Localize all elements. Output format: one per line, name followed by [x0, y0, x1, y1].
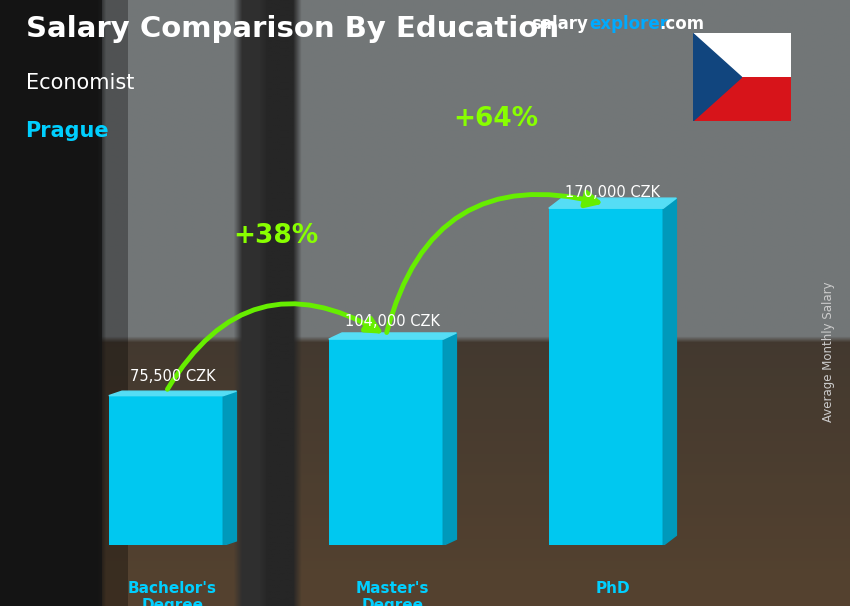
Polygon shape — [443, 333, 456, 545]
Text: Master's
Degree: Master's Degree — [356, 581, 429, 606]
Text: Salary Comparison By Education: Salary Comparison By Education — [26, 15, 558, 43]
Polygon shape — [329, 339, 443, 545]
Text: .com: .com — [660, 15, 705, 33]
Text: Bachelor's
Degree: Bachelor's Degree — [128, 581, 217, 606]
Text: +64%: +64% — [453, 106, 539, 132]
Polygon shape — [224, 391, 236, 545]
Polygon shape — [549, 198, 677, 208]
Text: 170,000 CZK: 170,000 CZK — [565, 185, 660, 201]
Text: salary: salary — [531, 15, 588, 33]
Polygon shape — [329, 333, 456, 339]
Bar — [0, 242, 850, 606]
Polygon shape — [693, 33, 741, 121]
Polygon shape — [109, 396, 224, 545]
Bar — [693, 33, 791, 77]
Bar — [693, 77, 791, 121]
Text: Average Monthly Salary: Average Monthly Salary — [822, 281, 836, 422]
Polygon shape — [549, 208, 663, 545]
Text: Economist: Economist — [26, 73, 133, 93]
Text: Prague: Prague — [26, 121, 109, 141]
Text: PhD: PhD — [595, 581, 630, 596]
Text: +38%: +38% — [234, 223, 319, 249]
Polygon shape — [109, 391, 236, 396]
Bar — [0, 0, 102, 606]
Text: explorer: explorer — [589, 15, 668, 33]
Text: 104,000 CZK: 104,000 CZK — [345, 315, 440, 329]
Text: 75,500 CZK: 75,500 CZK — [130, 369, 215, 384]
Bar — [0, 0, 850, 242]
Polygon shape — [663, 198, 677, 545]
